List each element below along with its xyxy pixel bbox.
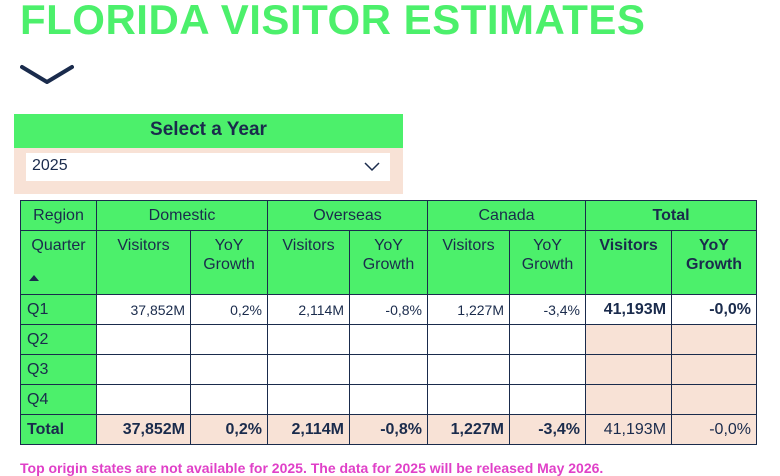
data-availability-notice: Top origin states are not available for …: [20, 460, 604, 476]
total-header: Total: [585, 200, 758, 231]
total-visitors-header: Visitors: [585, 230, 673, 295]
table-cell: -0,8%: [349, 414, 428, 445]
table-cell: 2,114M: [267, 294, 350, 325]
subheader-label: YoY: [699, 237, 729, 254]
table-cell: [190, 354, 268, 385]
table-cell: -0,0%: [671, 294, 758, 325]
table-row-total: Total 37,852M 0,2% 2,114M -0,8% 1,227M -…: [20, 414, 758, 445]
table-subheader-row: Quarter Visitors YoY Growth Visitors YoY G…: [20, 230, 758, 295]
table-cell: [267, 354, 350, 385]
table-cell: [190, 384, 268, 415]
canada-growth-header: YoY Growth: [508, 230, 587, 295]
total-growth-header: YoY Growth: [671, 230, 758, 295]
subheader-label: Visitors: [117, 237, 170, 254]
page-title: FLORIDA VISITOR ESTIMATES: [20, 0, 646, 43]
table-cell: [427, 324, 510, 355]
chevron-down-icon[interactable]: [20, 64, 74, 86]
canada-header: Canada: [426, 200, 587, 231]
canada-visitors-header: Visitors: [427, 230, 510, 295]
table-cell: [671, 324, 758, 355]
table-cell: 0,2%: [190, 294, 268, 325]
table-cell: 0,2%: [190, 414, 268, 445]
table-cell: [349, 354, 428, 385]
domestic-growth-header: YoY Growth: [190, 230, 268, 295]
domestic-visitors-header: Visitors: [96, 230, 191, 295]
row-label: Total: [20, 414, 97, 445]
table-cell: -0,0%: [671, 414, 758, 445]
table-cell: [508, 324, 587, 355]
row-label: Q1: [20, 294, 97, 325]
subheader-label: YoY: [533, 237, 562, 254]
table-cell: [190, 324, 268, 355]
visitor-estimates-table: Region Domestic Overseas Canada Total Qu…: [20, 200, 758, 445]
subheader-label: Growth: [362, 256, 415, 273]
table-cell: 41,193M: [585, 294, 673, 325]
table-cell: [96, 384, 191, 415]
table-cell: 2,114M: [267, 414, 350, 445]
year-dropdown-value: 2025: [32, 157, 68, 174]
sort-ascending-icon[interactable]: [29, 275, 39, 281]
overseas-header: Overseas: [267, 200, 428, 231]
table-row-q2: Q2: [20, 324, 758, 355]
table-cell: 37,852M: [96, 414, 191, 445]
table-cell: [267, 324, 350, 355]
region-header: Region: [20, 200, 97, 231]
subheader-label: Growth: [686, 256, 743, 273]
table-cell: -0,8%: [349, 294, 428, 325]
table-cell: 1,227M: [427, 414, 510, 445]
table-cell: [585, 354, 673, 385]
table-cell: [585, 324, 673, 355]
subheader-label: Growth: [521, 256, 574, 273]
table-header-row: Region Domestic Overseas Canada Total: [20, 200, 758, 231]
table-cell: 41,193M: [585, 414, 673, 445]
subheader-label: Visitors: [599, 237, 658, 254]
table-cell: [508, 354, 587, 385]
table-cell: [585, 384, 673, 415]
table-cell: [96, 324, 191, 355]
table-row-q4: Q4: [20, 384, 758, 415]
row-label: Q2: [20, 324, 97, 355]
row-label: Q3: [20, 354, 97, 385]
table-cell: [267, 384, 350, 415]
subheader-label: Growth: [203, 256, 255, 273]
year-selector-panel: Select a Year 2025: [14, 114, 403, 194]
table-row-q3: Q3: [20, 354, 758, 385]
row-label: Q4: [20, 384, 97, 415]
subheader-label: Visitors: [442, 237, 495, 254]
table-cell: 37,852M: [96, 294, 191, 325]
year-selector-label: Select a Year: [14, 114, 403, 148]
subheader-label: YoY: [214, 237, 244, 254]
chevron-down-icon[interactable]: [364, 162, 380, 172]
domestic-header: Domestic: [96, 200, 268, 231]
table-cell: [671, 354, 758, 385]
subheader-label: Visitors: [282, 237, 335, 254]
table-cell: -3,4%: [508, 294, 587, 325]
table-cell: [96, 354, 191, 385]
table-cell: [508, 384, 587, 415]
overseas-visitors-header: Visitors: [267, 230, 350, 295]
table-cell: 1,227M: [427, 294, 510, 325]
table-cell: [349, 324, 428, 355]
quarter-header-label: Quarter: [31, 237, 86, 254]
quarter-header[interactable]: Quarter: [20, 230, 97, 295]
table-cell: [349, 384, 428, 415]
table-cell: [427, 354, 510, 385]
table-cell: [671, 384, 758, 415]
overseas-growth-header: YoY Growth: [349, 230, 428, 295]
year-dropdown[interactable]: 2025: [26, 153, 390, 181]
subheader-label: YoY: [374, 237, 403, 254]
table-cell: [427, 384, 510, 415]
table-row-q1: Q1 37,852M 0,2% 2,114M -0,8% 1,227M -3,4…: [20, 294, 758, 325]
table-cell: -3,4%: [508, 414, 587, 445]
